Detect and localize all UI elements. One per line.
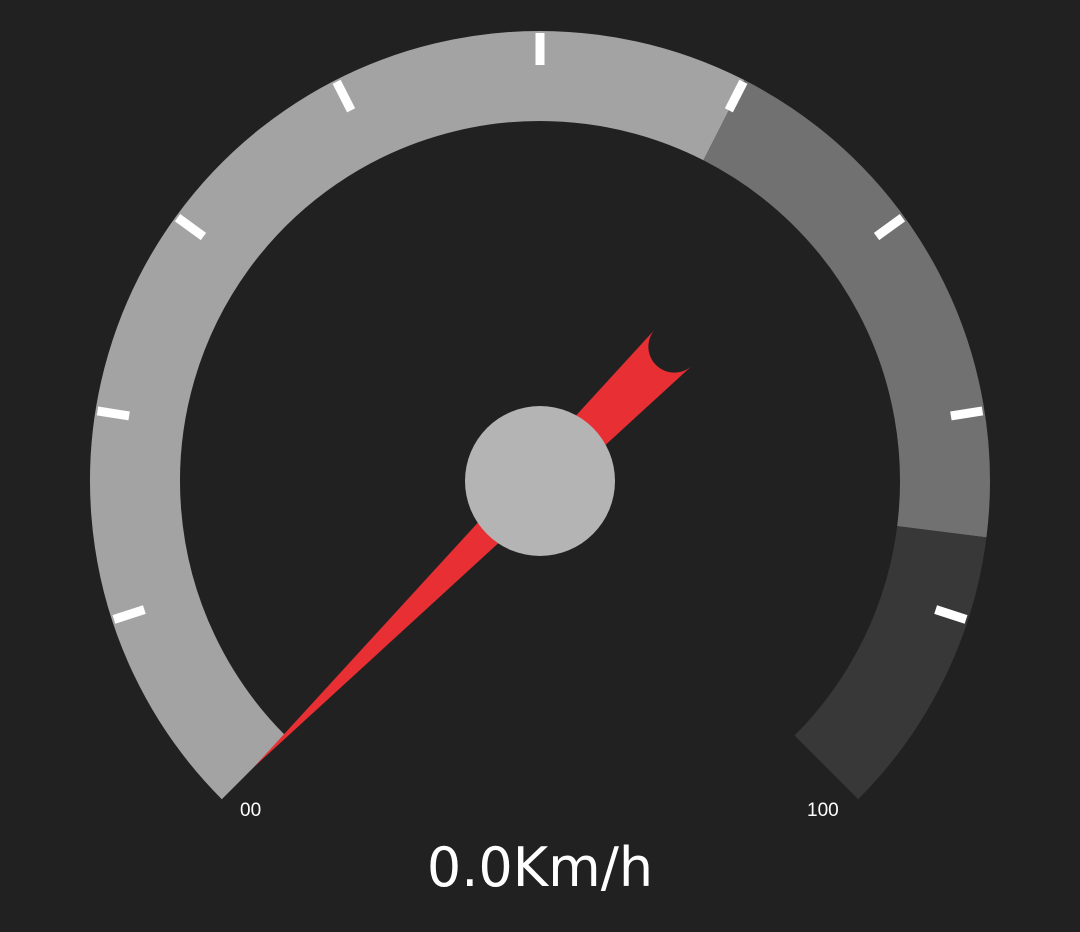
- dial-segment-low: [90, 31, 745, 800]
- dial-tick: [174, 214, 207, 241]
- gauge-max-label: 100: [807, 800, 839, 821]
- dial-segments: [90, 31, 990, 800]
- needle-body: [253, 328, 693, 768]
- dial-tick: [724, 79, 748, 113]
- dial-tick: [934, 605, 968, 624]
- speed-readout: 0.0Km/h: [426, 836, 654, 899]
- dial-ticks: [96, 33, 984, 624]
- dial-tick: [96, 406, 130, 421]
- dial-segment-mid: [703, 80, 990, 538]
- dial-tick: [873, 214, 906, 241]
- dial-tick: [332, 79, 356, 113]
- dial-segment-high: [794, 525, 987, 800]
- needle-hub: [465, 406, 615, 556]
- speed-needle: [253, 328, 693, 768]
- dial-tick: [950, 406, 984, 421]
- dial-tick: [112, 605, 146, 624]
- gauge-min-label: 00: [240, 800, 262, 821]
